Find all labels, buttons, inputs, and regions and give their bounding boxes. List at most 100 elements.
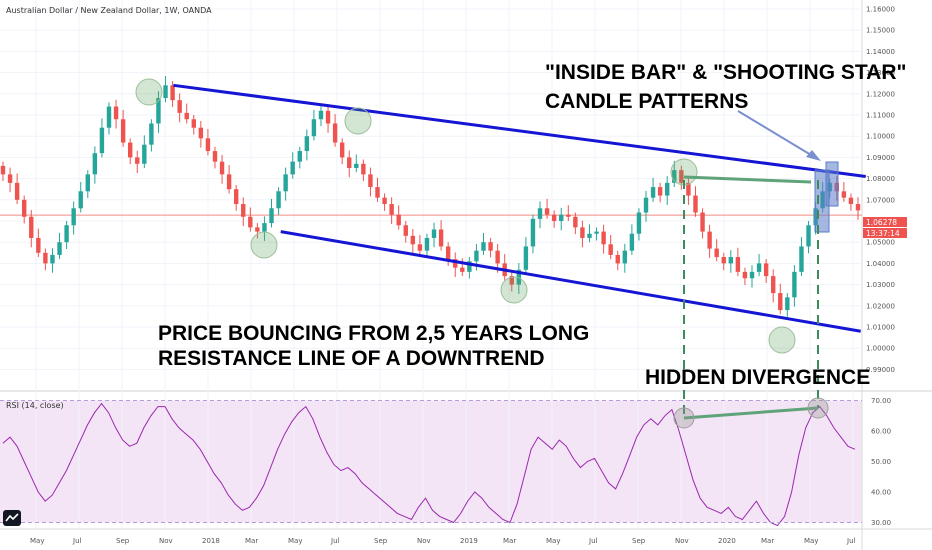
candle-body	[347, 157, 352, 168]
last-price-label: 1.06278	[866, 218, 897, 227]
rsi-axis: 70.00 60.00 50.00 40.00 30.00	[871, 397, 891, 527]
time-tick-label: Mar	[503, 537, 516, 545]
candle-body	[551, 214, 557, 221]
candle-body	[559, 214, 564, 221]
candle-body	[198, 127, 204, 139]
rsi-tick-label: 60.00	[871, 428, 891, 436]
rsi-tick-label: 50.00	[871, 458, 891, 466]
time-tick-label: Nov	[675, 537, 689, 545]
price-tick-label: 1.07000	[866, 196, 895, 204]
rsi-tick-label: 30.00	[871, 519, 891, 527]
candle-body	[71, 208, 76, 226]
candle-body	[241, 204, 246, 217]
candle-body	[403, 225, 408, 236]
candle-body	[721, 257, 726, 264]
candle-body	[672, 170, 677, 183]
price-tick-label: 1.09000	[866, 154, 895, 162]
time-tick-label: Jul	[330, 537, 340, 545]
candle-body	[728, 257, 734, 264]
price-tick-label: 1.14000	[866, 48, 895, 56]
countdown-badge	[863, 228, 907, 238]
candle-body	[410, 235, 416, 245]
candle-body	[615, 254, 620, 264]
price-tick-label: 1.11000	[866, 112, 895, 120]
candle-body	[700, 212, 705, 232]
candle-body	[262, 223, 267, 232]
time-tick-label: 2018	[202, 537, 220, 545]
price-tick-label: 1.01000	[866, 324, 895, 332]
candle-body	[283, 174, 288, 192]
candle-body	[156, 98, 161, 124]
countdown-label: 13:37:14	[866, 229, 900, 238]
candle-body	[113, 106, 119, 120]
candle-body	[431, 229, 437, 238]
candle-body	[304, 136, 310, 152]
candle-body	[601, 231, 606, 245]
patterns-annotation-line1: "INSIDE BAR" & "SHOOTING STAR"	[545, 61, 906, 84]
candle-body	[657, 187, 663, 196]
candle-body	[212, 151, 218, 162]
candle-body	[64, 225, 69, 243]
candle-body	[509, 276, 514, 285]
candle-body	[488, 242, 493, 251]
time-tick-label: Mar	[245, 537, 258, 545]
time-tick-label: May	[30, 537, 44, 545]
candle-body	[375, 187, 380, 198]
highlight-circle	[344, 107, 372, 135]
time-tick-label: May	[288, 537, 302, 545]
candle-body	[771, 276, 776, 294]
time-tick-label: Nov	[159, 537, 173, 545]
candle-body	[191, 119, 196, 128]
candle-body	[297, 151, 302, 162]
price-tick-label: 1.13000	[866, 69, 895, 77]
candle-body	[679, 170, 684, 183]
candle-body	[778, 293, 783, 311]
candle-body	[50, 254, 55, 264]
candle-body	[177, 100, 182, 113]
shooting-star-box	[825, 161, 839, 207]
candle-body	[163, 85, 168, 99]
candle-body	[36, 237, 41, 253]
candle-body	[57, 242, 62, 255]
price-tick-label: 1.12000	[866, 90, 895, 98]
price-tick-label: 1.03000	[866, 281, 895, 289]
price-tick-label: 1.04000	[866, 260, 895, 268]
candle-body	[205, 138, 211, 152]
candle-body	[396, 214, 401, 226]
price-tick-label: 1.15000	[866, 27, 895, 35]
candle-body	[43, 252, 48, 264]
candle-body	[622, 250, 628, 264]
price-tick-label: 0.99000	[866, 366, 895, 374]
candle-body	[0, 165, 6, 175]
pattern-arrow-line	[737, 110, 817, 159]
rsi-divergence-line	[683, 406, 819, 420]
time-tick-label: Sep	[632, 537, 646, 545]
time-tick-label: May	[804, 537, 818, 545]
candle-body	[665, 182, 670, 196]
candle-body	[516, 269, 522, 285]
candle-body	[438, 229, 444, 247]
rsi-highlight-circle	[807, 397, 829, 419]
candle-body	[643, 197, 649, 213]
price-tick-label: 1.16000	[866, 6, 895, 14]
candle-body	[587, 233, 592, 238]
tradingview-logo[interactable]	[3, 510, 21, 526]
candle-body	[735, 257, 741, 272]
price-tick-label: 1.08000	[866, 175, 895, 183]
rsi-tick-label: 70.00	[871, 397, 891, 405]
candle-body	[269, 208, 274, 224]
candle-body	[445, 246, 451, 260]
candle-body	[537, 208, 543, 219]
candle-body	[714, 248, 719, 258]
time-tick-label: Jul	[72, 537, 82, 545]
candle-body	[29, 216, 34, 238]
candle-body	[85, 174, 90, 192]
divergence-annotation: HIDDEN DIVERGENCE	[645, 366, 870, 389]
highlight-circle	[250, 231, 278, 259]
bounce-annotation-line1: PRICE BOUNCING FROM 2,5 YEARS LONG	[158, 322, 589, 345]
rsi-line	[2, 402, 856, 527]
price-tick-label: 1.10000	[866, 133, 895, 141]
pattern-arrow-head	[806, 150, 821, 161]
